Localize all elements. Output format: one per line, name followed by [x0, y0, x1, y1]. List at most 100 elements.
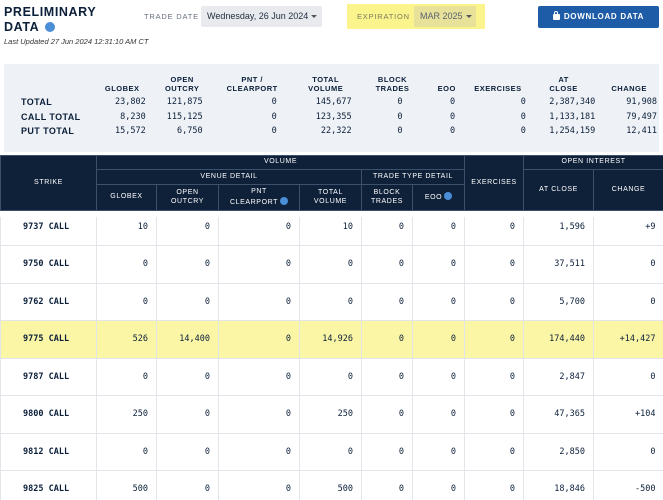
expiration-label: EXPIRATION — [357, 12, 410, 21]
info-icon[interactable] — [444, 192, 453, 201]
value-cell: 0 — [299, 283, 362, 321]
value-cell: 0 — [361, 433, 413, 471]
value-cell: 0 — [361, 470, 413, 500]
summary-col-total-volume: TOTAL VOLUME — [308, 75, 344, 93]
value-cell: 37,511 — [523, 245, 594, 284]
strike-table: STRIKE VOLUME EXERCISES OPEN INTEREST VE… — [0, 155, 663, 500]
col-open-outcry[interactable]: OPEN OUTCRY — [156, 184, 219, 211]
summary-cell: 91,908 — [626, 97, 657, 108]
summary-col-block-trades: BLOCK TRADES — [375, 75, 410, 93]
value-cell: 0 — [464, 358, 524, 396]
col-strike[interactable]: STRIKE — [0, 155, 97, 211]
value-cell: 0 — [218, 245, 300, 284]
summary-cell: 0 — [397, 111, 403, 122]
table-row[interactable]: 9762 CALL 0 0 0 0 0 0 0 5,700 0 — [0, 283, 663, 321]
value-cell: 0 — [299, 358, 362, 396]
summary-cell: 1,254,159 — [549, 126, 596, 137]
summary-col-change: CHANGE — [611, 84, 647, 93]
summary-cell: 115,125 — [166, 111, 203, 122]
value-cell: 0 — [412, 245, 465, 284]
summary-row-label: PUT TOTAL — [21, 126, 75, 137]
expiration-value: MAR 2025 — [420, 11, 463, 21]
value-cell: 0 — [156, 283, 219, 321]
value-cell: 0 — [464, 320, 524, 359]
value-cell: 2,847 — [523, 358, 594, 396]
summary-corner — [4, 64, 93, 95]
summary-cell: 22,322 — [320, 126, 352, 137]
value-cell: 0 — [218, 320, 300, 359]
strike-table-body[interactable]: 9737 CALL 10 0 0 10 0 0 0 1,596 +9 9750 CALL 0 0 0 0 0 0… — [0, 217, 663, 500]
value-cell: 0 — [299, 245, 362, 284]
value-cell: 0 — [96, 358, 157, 396]
change-cell: +14,427 — [593, 320, 663, 359]
summary-col-eoo: EOO — [437, 84, 456, 93]
strike-cell: 9800 CALL — [0, 395, 97, 434]
value-cell: 0 — [412, 395, 465, 434]
value-cell: 0 — [156, 358, 219, 396]
value-cell: 0 — [412, 358, 465, 396]
col-block-trades[interactable]: BLOCK TRADES — [361, 184, 413, 211]
table-row[interactable]: 9737 CALL 10 0 0 10 0 0 0 1,596 +9 — [0, 217, 663, 246]
summary-cell: 0 — [397, 126, 403, 137]
value-cell: 0 — [218, 395, 300, 434]
summary-cell: 6,750 — [176, 126, 203, 137]
table-row[interactable]: 9812 CALL 0 0 0 0 0 0 0 2,850 0 — [0, 433, 663, 471]
value-cell: 500 — [299, 470, 362, 500]
col-change[interactable]: CHANGE — [593, 169, 663, 211]
summary-cell: 0 — [449, 97, 456, 108]
group-volume: VOLUME — [95, 155, 466, 170]
value-cell: 14,926 — [299, 320, 362, 359]
value-cell: 0 — [412, 217, 465, 246]
group-venue-detail: VENUE DETAIL — [96, 169, 362, 185]
summary-panel: GLOBEX OPEN OUTCRY PNT / CLEARPORT TOTAL… — [4, 64, 659, 152]
info-icon[interactable] — [280, 196, 289, 205]
value-cell: 0 — [412, 470, 465, 500]
value-cell: 0 — [218, 358, 300, 396]
col-pnt-clearport[interactable]: PNT CLEARPORT — [218, 184, 300, 211]
table-row[interactable]: 9800 CALL 250 0 0 250 0 0 0 47,365 +104 — [0, 395, 663, 434]
expiration-select[interactable]: MAR 2025 — [414, 6, 476, 27]
col-eoo[interactable]: EOO — [411, 184, 466, 211]
value-cell: 0 — [361, 245, 413, 284]
page-header: PRELIMINARY DATA Last Updated 27 Jun 202… — [0, 0, 663, 52]
trade-date-select[interactable]: Wednesday, 26 Jun 2024 — [201, 6, 322, 27]
value-cell: 0 — [96, 433, 157, 471]
summary-cell: 0 — [449, 111, 456, 122]
value-cell: 0 — [156, 470, 219, 500]
value-cell: 0 — [464, 217, 524, 246]
value-cell: 10 — [299, 217, 362, 246]
value-cell: 0 — [361, 395, 413, 434]
strike-table-header: STRIKE VOLUME EXERCISES OPEN INTEREST VE… — [0, 155, 663, 211]
download-data-button[interactable]: DOWNLOAD DATA — [538, 6, 659, 28]
summary-table: GLOBEX OPEN OUTCRY PNT / CLEARPORT TOTAL… — [4, 64, 659, 139]
last-updated: Last Updated 27 Jun 2024 12:31:10 AM CT — [4, 37, 149, 46]
info-icon[interactable] — [44, 22, 55, 32]
value-cell: 500 — [96, 470, 157, 500]
page-title-line2: DATA — [4, 20, 39, 34]
table-row[interactable]: 9787 CALL 0 0 0 0 0 0 0 2,847 0 — [0, 358, 663, 396]
value-cell: 0 — [361, 217, 413, 246]
summary-cell: 121,875 — [166, 97, 203, 108]
summary-cell: 12,411 — [626, 126, 657, 137]
table-row[interactable]: 9750 CALL 0 0 0 0 0 0 0 37,511 0 — [0, 245, 663, 284]
col-globex[interactable]: GLOBEX — [96, 184, 157, 211]
value-cell: 1,596 — [523, 217, 594, 246]
summary-cell: 79,497 — [626, 111, 657, 122]
value-cell: 10 — [96, 217, 157, 246]
download-data-label: DOWNLOAD DATA — [563, 12, 645, 21]
summary-header-row: GLOBEX OPEN OUTCRY PNT / CLEARPORT TOTAL… — [4, 64, 659, 95]
col-total-volume[interactable]: TOTAL VOLUME — [299, 184, 362, 211]
value-cell: 47,365 — [523, 395, 594, 434]
value-cell: 0 — [218, 217, 300, 246]
table-row[interactable]: 9775 CALL 526 14,400 0 14,926 0 0 0 174,440 +14,4… — [0, 320, 663, 359]
page-title-line1: PRELIMINARY — [4, 5, 97, 19]
table-row[interactable]: 9825 CALL 500 0 0 500 0 0 0 18,846 -500 — [0, 470, 663, 500]
summary-row-label: TOTAL — [21, 97, 53, 108]
col-exercises[interactable]: EXERCISES — [464, 155, 525, 211]
col-at-close[interactable]: AT CLOSE — [523, 169, 595, 211]
value-cell: 0 — [218, 433, 300, 471]
summary-cell: 0 — [397, 97, 403, 108]
summary-cell: 0 — [520, 111, 526, 122]
value-cell: 0 — [412, 433, 465, 471]
value-cell: 0 — [464, 395, 524, 434]
